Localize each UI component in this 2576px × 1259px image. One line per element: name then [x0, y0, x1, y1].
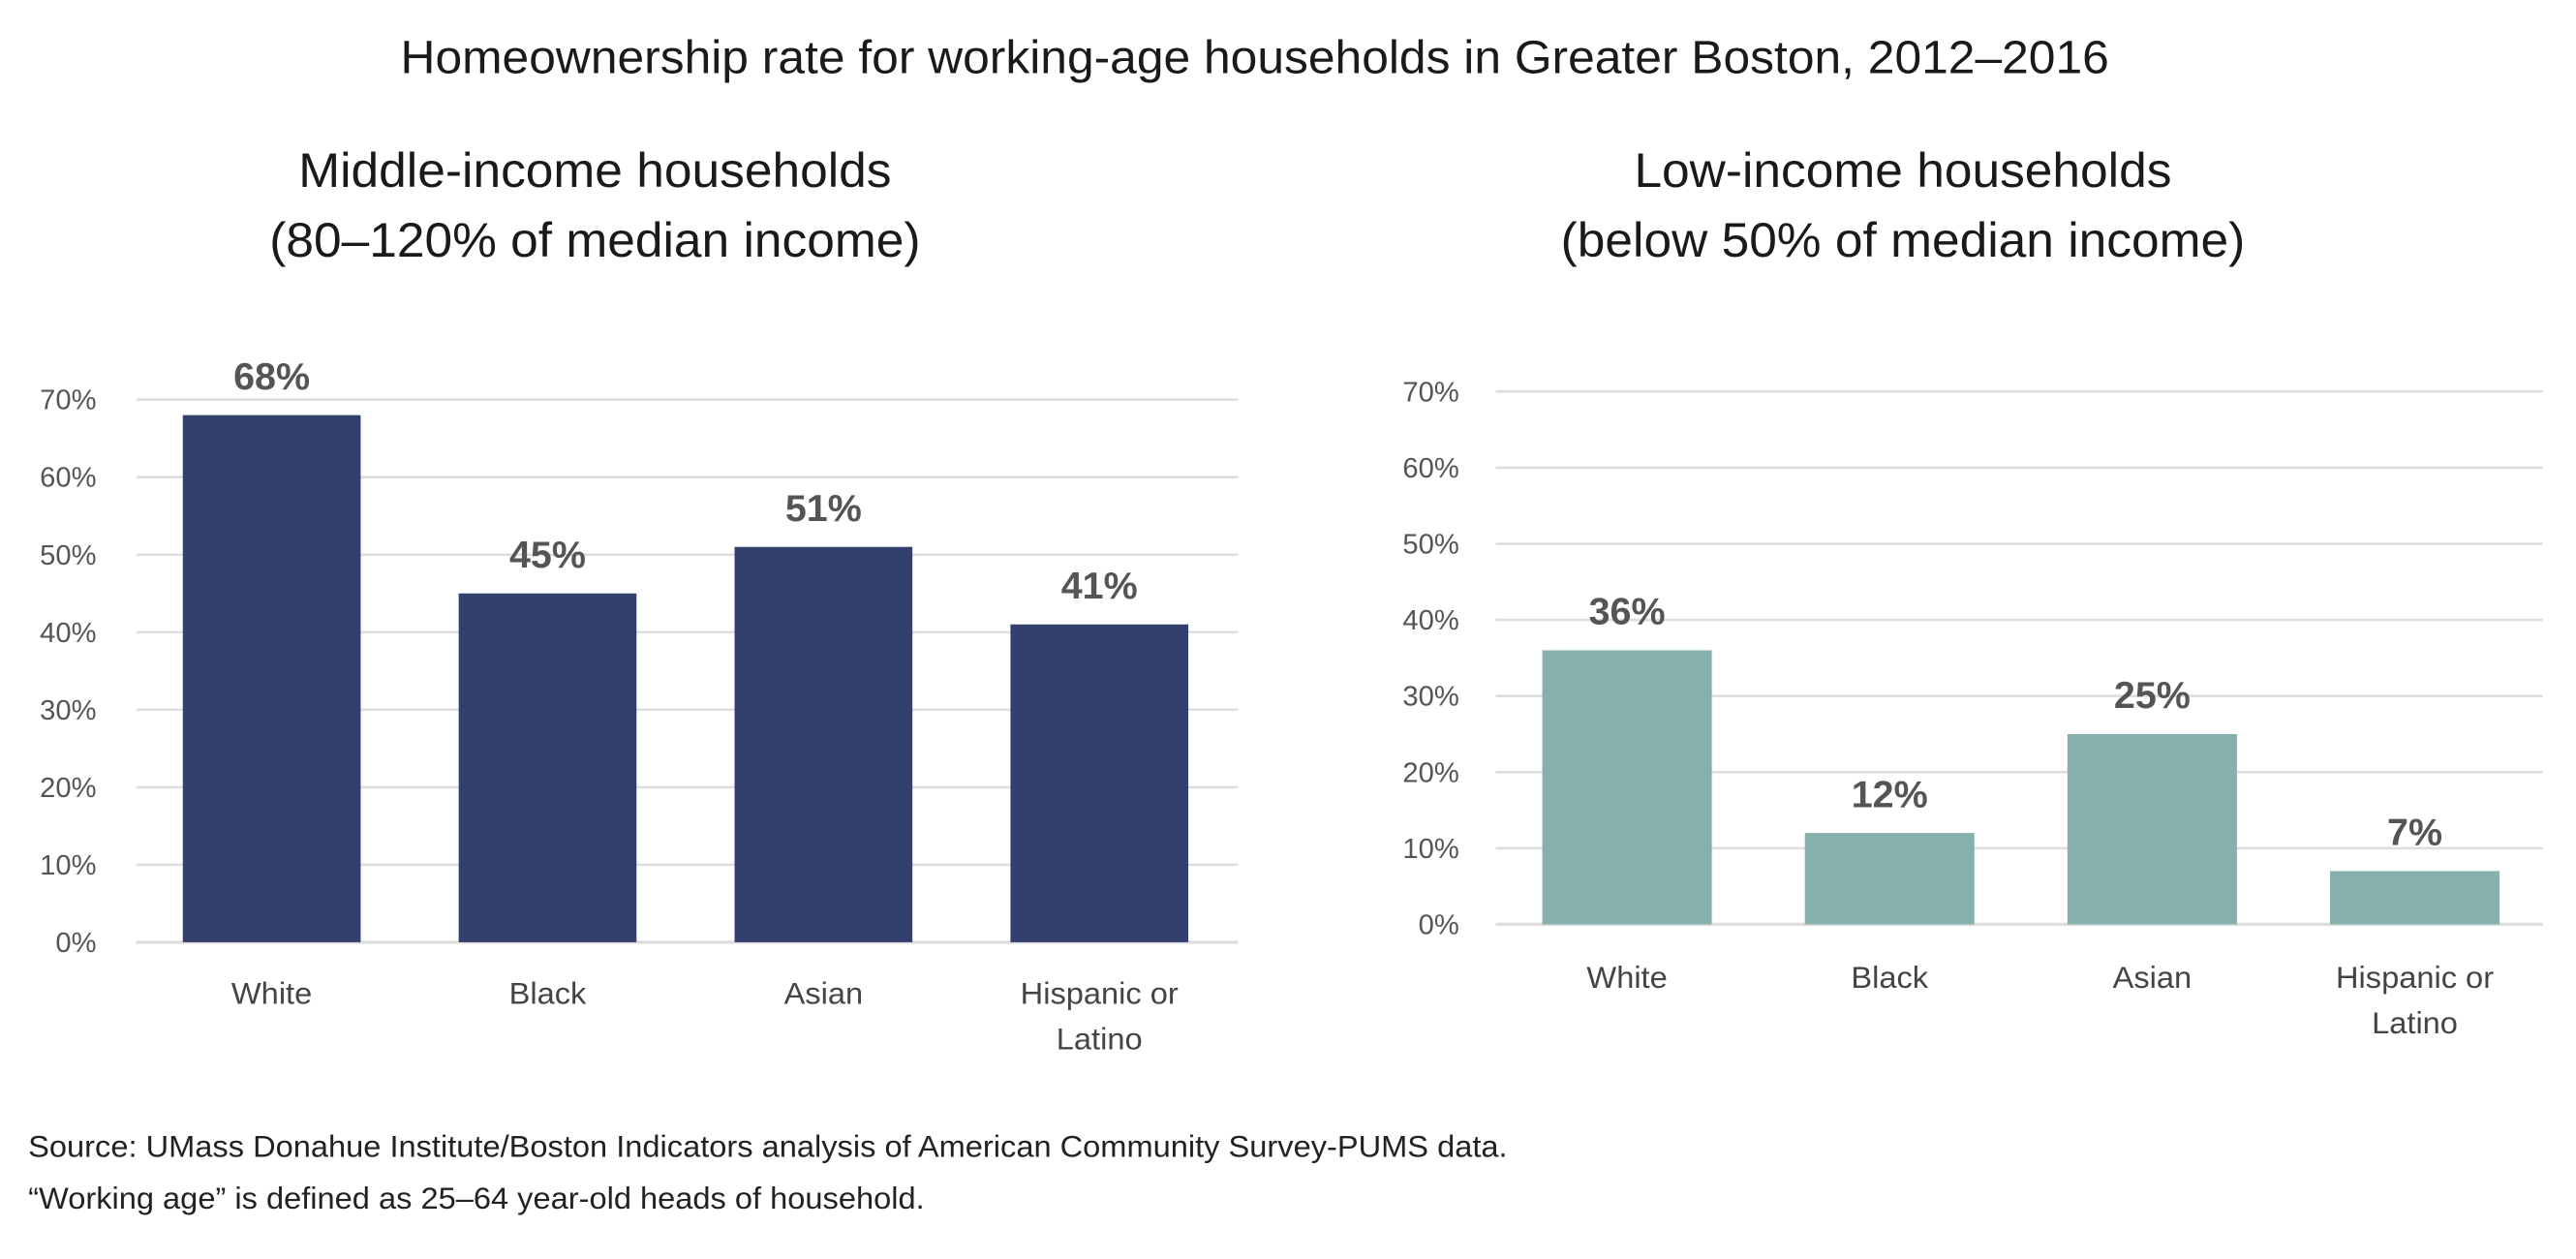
data-label: 68%	[233, 356, 310, 398]
bar	[1804, 833, 1975, 925]
x-category-label: White	[1586, 960, 1667, 995]
bar	[734, 546, 913, 942]
data-label: 25%	[2114, 676, 2191, 718]
x-category-label: Asian	[784, 976, 864, 1011]
x-category-label: Asian	[2113, 960, 2193, 995]
x-category-label: Latino	[1057, 1022, 1143, 1057]
y-tick-label: 50%	[1402, 530, 1458, 561]
source-note: Source: UMass Donahue Institute/Boston I…	[28, 1129, 1507, 1164]
y-tick-label: 70%	[40, 385, 96, 416]
data-label: 12%	[1852, 775, 1928, 816]
x-category-label: Latino	[2372, 1005, 2458, 1040]
y-tick-label: 0%	[55, 928, 96, 959]
bar	[182, 415, 361, 942]
y-tick-label: 20%	[1402, 758, 1458, 789]
x-category-label: Hispanic or	[2336, 960, 2494, 995]
y-tick-label: 0%	[1419, 910, 1459, 941]
bar	[2330, 871, 2500, 925]
y-tick-label: 60%	[40, 463, 96, 494]
y-tick-label: 40%	[1402, 605, 1458, 636]
x-category-label: Black	[509, 976, 588, 1011]
bar	[458, 593, 637, 942]
definition-note: “Working age” is defined as 25–64 year-o…	[28, 1181, 924, 1215]
x-category-label: White	[231, 976, 312, 1011]
middle-income-chart: Middle-income households (80–120% of medi…	[40, 142, 1239, 1057]
bar	[1010, 624, 1189, 942]
chart-subtitle: Middle-income households	[298, 142, 891, 197]
low-income-chart: Low-income households (below 50% of media…	[1402, 142, 2543, 1040]
y-tick-label: 70%	[1402, 378, 1458, 409]
bar	[1542, 650, 1712, 925]
figure-title: Homeownership rate for working-age house…	[401, 31, 2109, 83]
y-tick-label: 40%	[40, 618, 96, 649]
y-tick-label: 30%	[1402, 682, 1458, 713]
chart-subtitle: (80–120% of median income)	[269, 213, 920, 267]
data-label: 51%	[785, 488, 862, 530]
bar	[2067, 733, 2237, 925]
data-label: 36%	[1589, 592, 1666, 633]
data-label: 41%	[1061, 566, 1138, 607]
y-tick-label: 60%	[1402, 453, 1458, 484]
y-tick-label: 10%	[40, 850, 96, 881]
data-label: 7%	[2387, 813, 2442, 854]
chart-subtitle: (below 50% of median income)	[1561, 213, 2246, 267]
chart-subtitle: Low-income households	[1634, 142, 2171, 197]
data-label: 45%	[509, 535, 586, 576]
y-tick-label: 50%	[40, 540, 96, 571]
y-tick-label: 30%	[40, 695, 96, 726]
y-tick-label: 10%	[1402, 834, 1458, 865]
x-category-label: Hispanic or	[1021, 976, 1179, 1011]
y-tick-label: 20%	[40, 773, 96, 804]
x-category-label: Black	[1851, 960, 1929, 995]
